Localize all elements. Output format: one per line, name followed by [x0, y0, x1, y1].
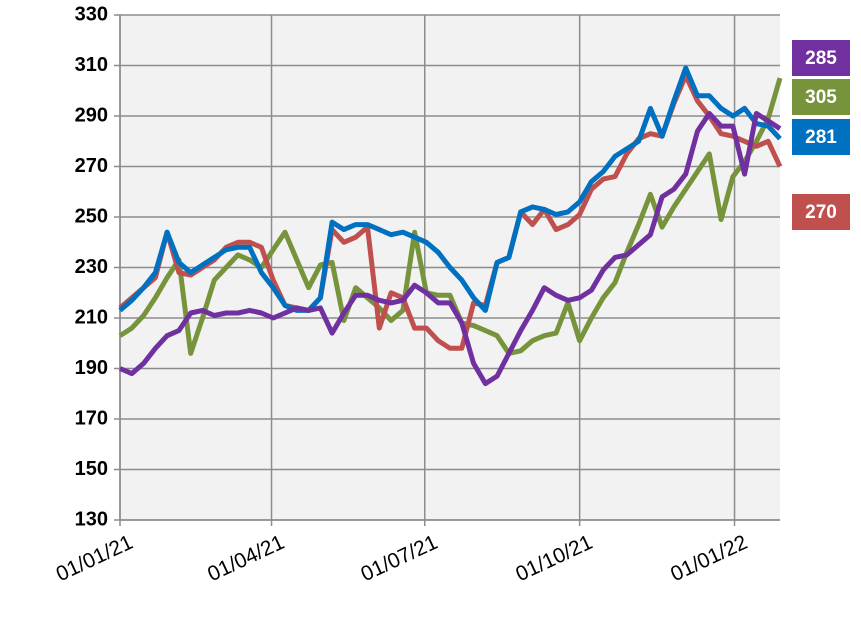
- y-tick-label: 150: [75, 458, 108, 480]
- x-tick-label: 01/04/21: [204, 531, 288, 586]
- end-label-box: [792, 119, 850, 155]
- end-label-box: [792, 79, 850, 115]
- end-label: 281: [805, 127, 837, 148]
- y-tick-label: 130: [75, 508, 108, 530]
- end-label: 305: [805, 87, 837, 108]
- y-tick-label: 230: [75, 256, 108, 278]
- end-label: 270: [805, 202, 837, 223]
- end-label-box: [792, 40, 850, 76]
- y-tick-label: 330: [75, 3, 108, 25]
- y-tick-label: 270: [75, 155, 108, 177]
- end-label: 285: [805, 48, 837, 69]
- y-tick-label: 290: [75, 104, 108, 126]
- series-line: [118, 77, 783, 356]
- x-tick-label: 01/10/21: [512, 531, 596, 586]
- x-tick-label: 01/01/21: [53, 531, 137, 586]
- x-tick-label: 01/01/22: [667, 531, 751, 586]
- series-line: [119, 111, 782, 387]
- y-tick-label: 170: [75, 407, 108, 429]
- x-tick-label: 01/07/21: [357, 531, 441, 586]
- y-tick-label: 210: [75, 306, 108, 328]
- series-line: [118, 65, 782, 313]
- y-tick-label: 310: [75, 54, 108, 76]
- y-tick-label: 250: [75, 205, 108, 227]
- y-tick-label: 190: [75, 357, 108, 379]
- end-label-box: [792, 194, 850, 230]
